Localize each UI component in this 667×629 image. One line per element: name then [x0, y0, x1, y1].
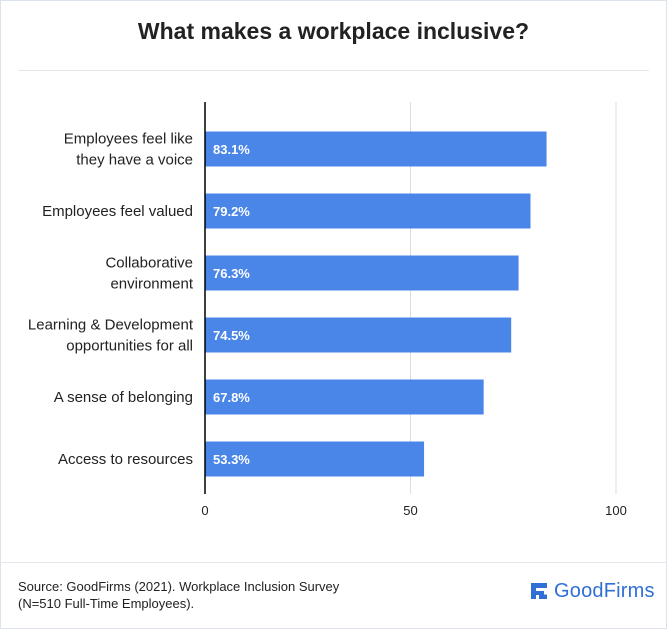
source-note: Source: GoodFirms (2021). Workplace Incl… [18, 578, 438, 612]
category-label-line: Learning & Development [28, 317, 194, 334]
bar-chart: 0 50 100 83.1% Employees feel like they have … [28, 102, 627, 518]
category-label-line: Employees feel like [64, 131, 193, 148]
category-label: Employees feel valued [42, 203, 193, 220]
category-label-line: opportunities for all [66, 338, 193, 355]
category-label: Learning & Development opportunities for … [28, 317, 194, 355]
bar [205, 193, 531, 229]
category-label: A sense of belonging [54, 389, 193, 406]
source-line-2: (N=510 Full-Time Employees). [18, 596, 195, 611]
category-label-line: they have a voice [76, 152, 193, 169]
category-label-line: environment [110, 276, 193, 293]
bar-value-label: 79.2% [213, 204, 250, 219]
x-tick-label: 100 [605, 503, 627, 518]
bar [205, 131, 547, 167]
bar-value-label: 53.3% [213, 452, 250, 467]
category-label: Collaborative environment [105, 255, 193, 293]
x-tick-label: 50 [403, 503, 417, 518]
goodfirms-logo-icon [531, 583, 547, 599]
bar-value-label: 67.8% [213, 390, 250, 405]
bar-value-label: 83.1% [213, 142, 250, 157]
goodfirms-logo: GoodFirms [528, 578, 655, 604]
brand-name: GoodFirms [554, 579, 655, 602]
bar [205, 255, 519, 291]
category-label-line: A sense of belonging [54, 389, 193, 406]
category-label-line: Collaborative [105, 255, 193, 272]
title-divider [18, 70, 649, 71]
bar [205, 317, 512, 353]
chart-title: What makes a workplace inclusive? [137, 18, 530, 44]
category-label: Employees feel like they have a voice [64, 131, 193, 169]
category-label-line: Employees feel valued [42, 203, 193, 220]
footer-divider [0, 562, 667, 563]
category-label: Access to resources [58, 451, 193, 468]
category-label-line: Access to resources [58, 451, 193, 468]
bar-value-label: 74.5% [213, 328, 250, 343]
bar-value-label: 76.3% [213, 266, 250, 281]
bar [205, 441, 425, 477]
x-tick-label: 0 [201, 503, 208, 518]
bar [205, 379, 484, 415]
source-line-1: Source: GoodFirms (2021). Workplace Incl… [18, 579, 340, 594]
